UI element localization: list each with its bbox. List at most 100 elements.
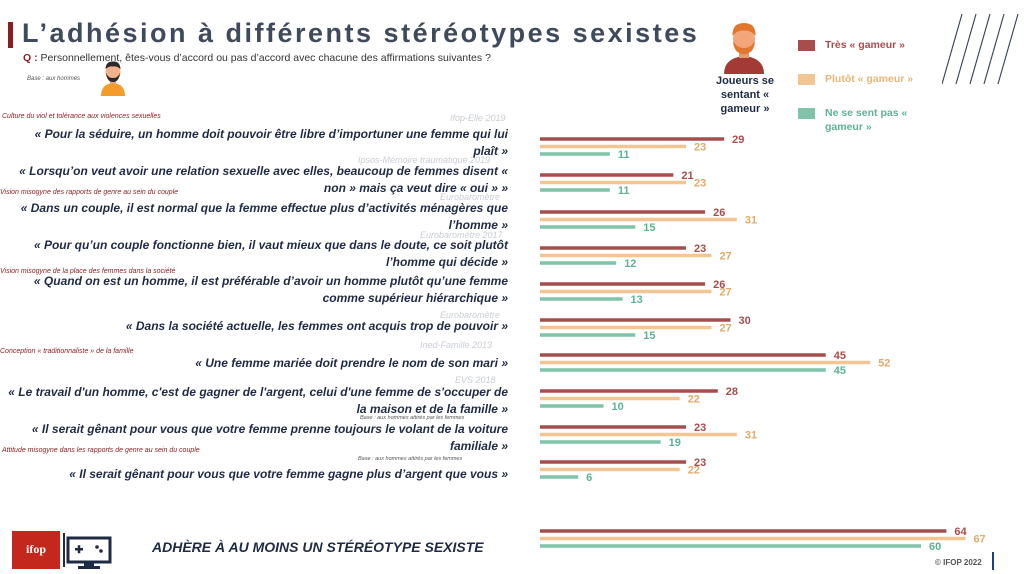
summary-bar-tres-gameur: [540, 529, 947, 533]
bar-value-label: 64: [954, 526, 967, 538]
bar-value-label: 29: [732, 134, 744, 146]
page-title: L’adhésion à différents stéréotypes sexi…: [22, 18, 700, 48]
bar-value-label: 13: [631, 294, 643, 306]
bar-plutot-gameur: [540, 325, 712, 330]
bar-tres-gameur: [540, 353, 826, 357]
statement-label: « Une femme mariée doit prendre le nom d…: [195, 356, 508, 370]
source-label: Ipsos-Mémoire traumatique 2019: [358, 155, 491, 165]
bar-value-label: 60: [929, 541, 941, 553]
bar-plutot-gameur: [540, 432, 737, 437]
bar-tres-gameur: [540, 318, 731, 322]
bar-plutot-gameur: [540, 396, 680, 401]
bar-value-label: 31: [745, 215, 757, 227]
bar-value-label: 15: [643, 222, 655, 234]
statement-label: « Lorsqu’on veut avoir une relation sexu…: [19, 164, 508, 195]
base-note: Base : aux hommes attirés par les femmes: [360, 415, 465, 421]
bar-tres-gameur: [540, 137, 725, 141]
bar-plutot-gameur: [540, 180, 687, 185]
gaming-monitor-icon: [66, 536, 112, 569]
bar-value-label: 23: [694, 142, 706, 154]
bar-tres-gameur: [540, 210, 706, 214]
bar-value-label: 23: [694, 457, 706, 469]
bar-non-gameur: [540, 368, 826, 372]
question-prefix: Q :: [23, 52, 38, 64]
statement-label: « Quand on est un homme, il est préférab…: [33, 274, 508, 305]
statement-label: « Le travail d'un homme, c'est de gagner…: [8, 385, 508, 416]
bar-plutot-gameur: [540, 467, 680, 472]
source-label: Ifop-Elle 2019: [450, 113, 506, 123]
bar-value-label: 11: [618, 185, 630, 197]
bar-tres-gameur: [540, 246, 687, 250]
bar-value-label: 28: [726, 386, 738, 398]
bar-tres-gameur: [540, 389, 718, 393]
bar-tres-gameur: [540, 460, 687, 464]
source-label: Eurobaromètre: [440, 192, 501, 202]
decorative-slashes-icon: [942, 13, 1019, 85]
bar-non-gameur: [540, 188, 610, 192]
bar-tres-gameur: [540, 425, 687, 429]
question-text: Personnellement, êtes-vous d’accord ou p…: [40, 52, 491, 64]
statement-label: « Dans la société actuelle, les femmes o…: [125, 319, 508, 333]
ifop-logo-text: ifop: [25, 542, 46, 556]
source-label: EVS 2018: [455, 375, 496, 385]
bar-value-label: 27: [719, 287, 731, 299]
bar-value-label: 11: [618, 149, 630, 161]
gamer-avatar-icon: [724, 23, 764, 74]
bar-non-gameur: [540, 333, 636, 337]
bar-plutot-gameur: [540, 360, 871, 365]
section-label: Attitude misogyne dans les rapports de g…: [2, 447, 200, 454]
summary-bar-non-gameur: [540, 544, 921, 548]
legend-swatch: [798, 40, 815, 51]
man-avatar-icon: [101, 61, 125, 96]
section-label: Culture du viol et tolérance aux violenc…: [2, 113, 161, 120]
bar-value-label: 6: [586, 472, 592, 484]
title-accent-bar: [8, 22, 13, 48]
summary-label: ADHÈRE À AU MOINS UN STÉRÉOTYPE SEXISTE: [152, 539, 484, 555]
section-label: Vision misogyne de la place des femmes d…: [0, 268, 176, 275]
bar-value-label: 27: [719, 323, 731, 335]
bar-plutot-gameur: [540, 253, 712, 258]
statement-label: « Pour qu’un couple fonctionne bien, il …: [33, 238, 508, 269]
summary-bar-plutot-gameur: [540, 536, 966, 541]
bar-plutot-gameur: [540, 144, 687, 149]
bar-value-label: 22: [688, 465, 700, 477]
bar-non-gameur: [540, 297, 623, 301]
legend-label: Très « gameur »: [825, 39, 905, 51]
bar-non-gameur: [540, 404, 604, 408]
base-note: Base : aux hommes: [27, 76, 81, 82]
statement-label: « Il serait gênant pour vous que votre f…: [69, 467, 508, 481]
bar-value-label: 19: [669, 437, 681, 449]
bar-tres-gameur: [540, 282, 706, 286]
survey-question: Q : Personnellement, êtes-vous d’accord …: [23, 52, 491, 64]
source-label: Ined-Famille 2013: [420, 340, 493, 350]
bar-non-gameur: [540, 475, 579, 479]
copyright: © IFOP 2022: [935, 558, 982, 567]
bar-non-gameur: [540, 225, 636, 229]
bar-non-gameur: [540, 152, 610, 156]
bar-plutot-gameur: [540, 217, 737, 222]
bar-value-label: 23: [694, 178, 706, 190]
bar-value-label: 22: [688, 394, 700, 406]
legend-label: Plutôt « gameur »: [825, 73, 914, 85]
bar-value-label: 26: [713, 207, 725, 219]
statement-label: « Pour la séduire, un homme doit pouvoir…: [34, 127, 508, 158]
bar-non-gameur: [540, 440, 661, 444]
statement-label: « Dans un couple, il est normal que la f…: [20, 201, 508, 232]
legend-label: Ne se sent pas « gameur »: [825, 107, 908, 133]
section-label: Conception « traditionnaliste » de la fa…: [0, 348, 134, 355]
statement-label: « Il serait gênant pour vous que votre f…: [31, 422, 508, 453]
bar-value-label: 10: [612, 401, 624, 413]
legend-swatch: [798, 74, 815, 85]
bar-non-gameur: [540, 261, 617, 265]
footer-accent-bar: [992, 552, 994, 570]
section-label: Vision misogyne des rapports de genre au…: [0, 189, 179, 196]
bar-value-label: 31: [745, 430, 757, 442]
bar-value-label: 21: [681, 170, 693, 182]
bar-value-label: 26: [713, 279, 725, 291]
base-note: Base : aux hommes attirés par les femmes: [358, 456, 463, 462]
logo-divider: [63, 533, 65, 567]
bar-value-label: 45: [834, 365, 846, 377]
bar-tres-gameur: [540, 173, 674, 177]
bar-value-label: 15: [643, 330, 655, 342]
